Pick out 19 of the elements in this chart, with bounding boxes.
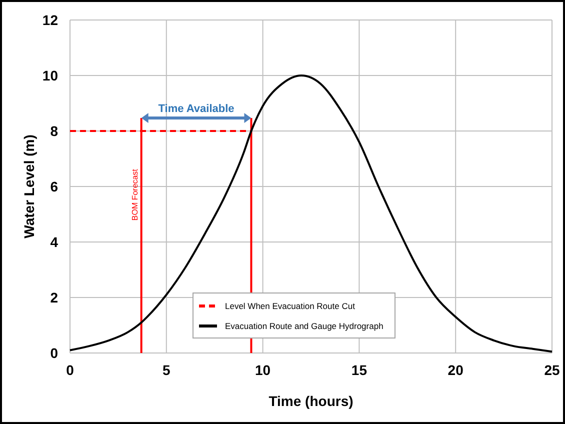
y-tick-label: 10 — [42, 67, 58, 84]
annotation: Time Available — [158, 103, 234, 115]
y-tick-label: 6 — [50, 178, 58, 194]
x-tick-label: 10 — [255, 362, 271, 378]
y-tick-label: 12 — [42, 12, 58, 28]
y-axis-title: Water Level (m) — [21, 134, 37, 238]
x-tick-label: 0 — [66, 362, 74, 378]
x-tick-label: 5 — [162, 362, 170, 378]
legend-label: Evacuation Route and Gauge Hydrograph — [225, 320, 384, 331]
x-axis-title: Time (hours) — [268, 393, 354, 409]
x-tick-label: 25 — [544, 362, 560, 378]
x-tick-label: 15 — [351, 362, 368, 378]
legend-label: Level When Evacuation Route Cut — [225, 300, 356, 311]
x-tick-label: 20 — [448, 362, 464, 378]
y-tick-label: 0 — [50, 344, 58, 361]
y-tick-label: 2 — [50, 289, 58, 306]
y-tick-label: 8 — [50, 122, 58, 139]
y-tick-label: 4 — [50, 234, 58, 250]
ref-line-label: BOM Forecast — [130, 168, 140, 221]
